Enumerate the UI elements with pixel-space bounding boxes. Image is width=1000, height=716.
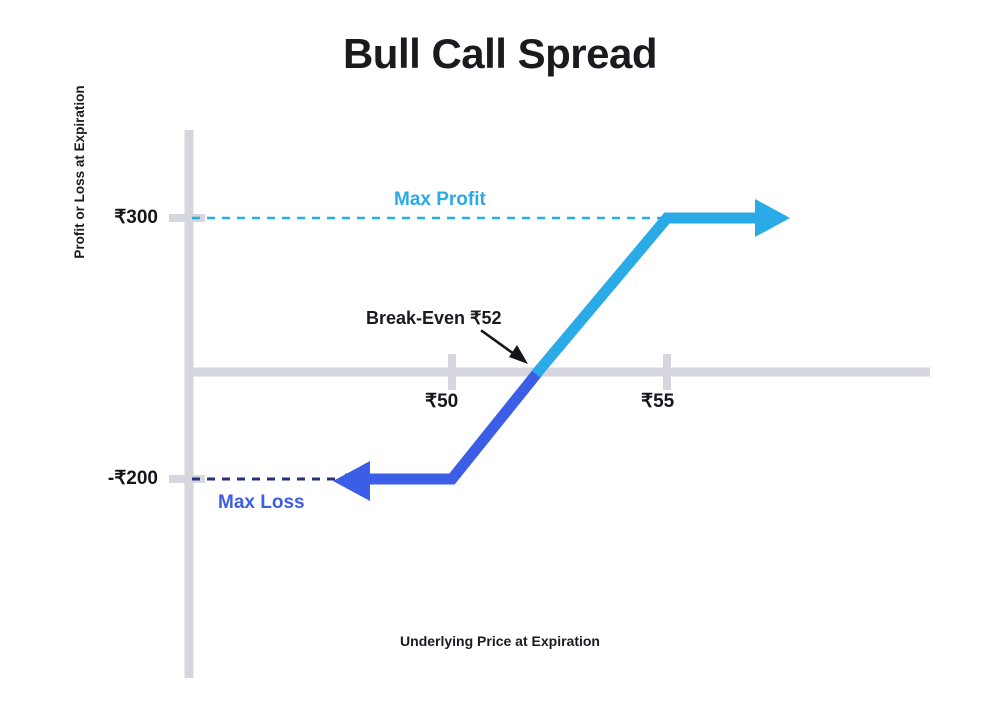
x-tick-label-upper-strike: ₹55 bbox=[641, 391, 675, 412]
break-even-pointer-icon bbox=[480, 329, 528, 364]
payoff-line-profit-leg bbox=[531, 199, 790, 378]
break-even-annotation: Break-Even ₹52 bbox=[366, 308, 502, 328]
left-arrowhead-icon bbox=[333, 461, 370, 501]
y-tick-label-max-loss: -₹200 bbox=[107, 468, 158, 489]
page-title: Bull Call Spread bbox=[342, 30, 658, 77]
y-tick-label-max-profit: ₹300 bbox=[114, 207, 158, 228]
payoff-line-loss-leg bbox=[333, 368, 543, 501]
right-arrowhead-icon bbox=[755, 199, 790, 237]
x-axis-label: Underlying Price at Expiration bbox=[400, 633, 600, 649]
max-profit-annotation: Max Profit bbox=[394, 189, 486, 210]
max-loss-annotation: Max Loss bbox=[218, 492, 305, 513]
x-tick-label-lower-strike: ₹50 bbox=[425, 391, 459, 412]
